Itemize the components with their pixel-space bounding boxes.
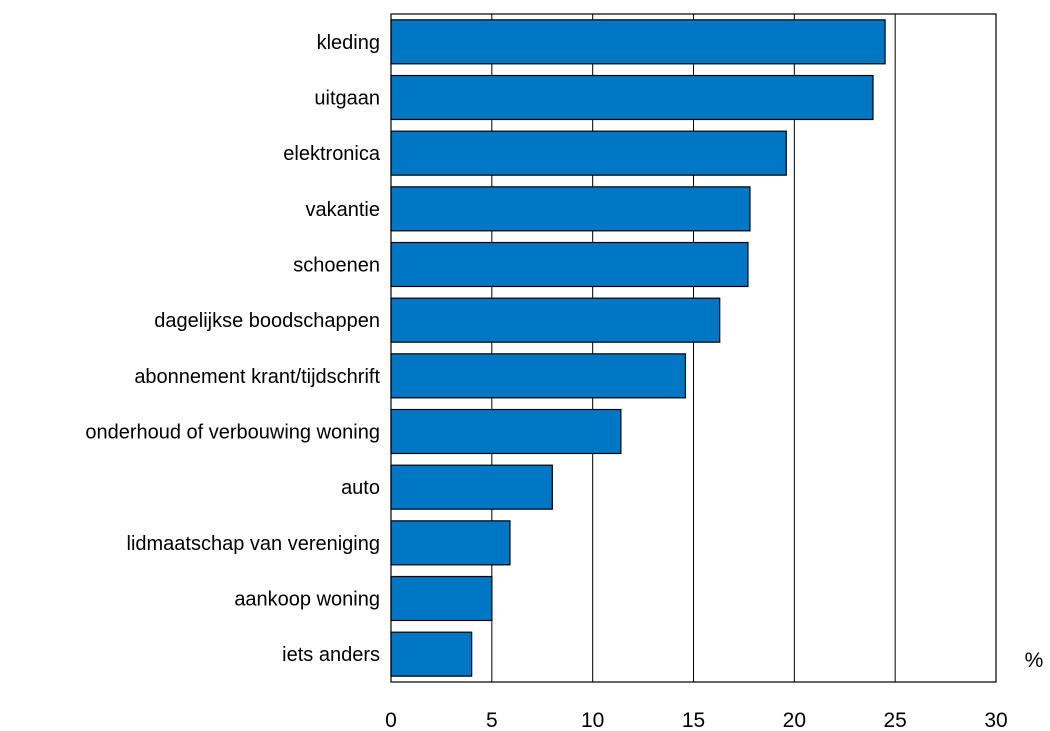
bar-0: [390, 19, 886, 65]
category-label-11: iets anders: [282, 644, 380, 666]
category-label-7: onderhoud of verbouwing woning: [85, 422, 380, 444]
x-tick-label-0: 0: [385, 709, 397, 731]
category-label-6: abonnement krant/tijdschrift: [134, 366, 380, 388]
category-label-0: kleding: [317, 32, 380, 54]
x-axis-unit-label: %: [1025, 649, 1044, 672]
category-label-3: vakantie: [306, 199, 381, 221]
x-tick-label-6: 30: [984, 709, 1007, 731]
bar-9: [390, 520, 511, 566]
category-label-4: schoenen: [293, 255, 380, 277]
bar-10: [390, 575, 493, 622]
bar-1: [390, 74, 874, 121]
bar-8: [390, 464, 553, 510]
bar-4: [390, 241, 749, 288]
category-labels: kleding uitgaan elektronica vakantie schoene…: [85, 32, 381, 666]
bar-7: [390, 408, 622, 455]
x-tick-label-4: 20: [783, 709, 806, 731]
bar-2: [390, 130, 787, 176]
category-label-8: auto: [341, 477, 380, 499]
category-label-5: dagelijkse boodschappen: [154, 310, 380, 332]
category-label-10: aankoop woning: [234, 589, 380, 611]
x-axis-tick-labels: 0 5 10 15 20 25 30: [385, 709, 1008, 731]
x-tick-label-3: 15: [682, 709, 705, 731]
x-tick-label-5: 25: [883, 709, 906, 731]
category-label-2: elektronica: [283, 143, 381, 165]
bars: [390, 19, 886, 677]
bar-5: [390, 297, 721, 343]
category-label-9: lidmaatschap van vereniging: [127, 533, 381, 555]
plot-frame: [390, 13, 997, 683]
bar-3: [390, 186, 751, 232]
bar-11: [390, 631, 473, 677]
x-tick-label-1: 5: [486, 709, 498, 731]
category-label-1: uitgaan: [314, 88, 380, 110]
x-tick-label-2: 10: [581, 709, 604, 731]
bar-6: [390, 353, 687, 399]
